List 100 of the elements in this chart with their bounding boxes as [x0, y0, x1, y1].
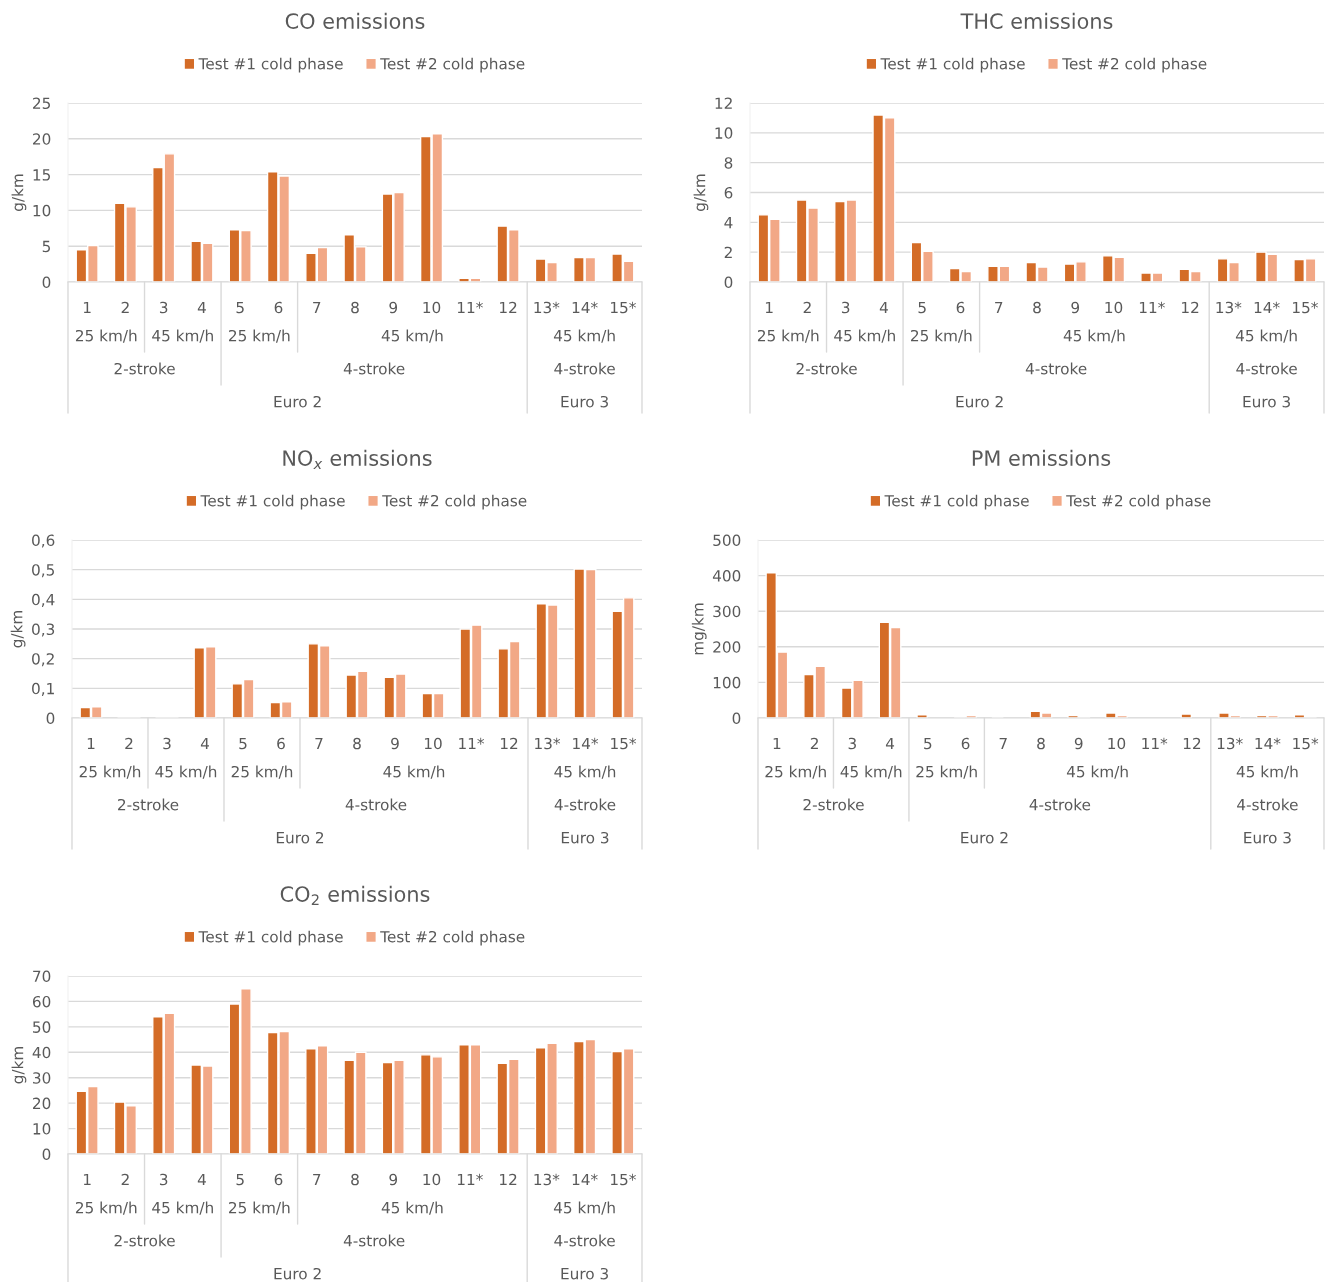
y-axis-title: g/km [693, 174, 709, 211]
x-tick-label: 6 [274, 1173, 283, 1186]
legend-label: Test #2 cold phase [1066, 494, 1211, 510]
text: 45 km/h [383, 765, 445, 779]
x-tick-label: 9 [389, 301, 398, 314]
text: Euro 2 [274, 395, 321, 408]
y-tick-label: 30 [33, 1072, 51, 1084]
text: 4-stroke [1029, 798, 1091, 811]
text: 25 km/h [79, 765, 141, 779]
text: 45 km/h [553, 1201, 615, 1215]
text: 45 km/h [381, 329, 443, 343]
y-tick-label: 0,5 [32, 564, 54, 578]
text: Euro 2 [956, 395, 1003, 408]
text: 4-stroke [1237, 798, 1298, 811]
x-tick-label: 2 [125, 737, 133, 750]
x-tick-label: 15* [1293, 737, 1319, 750]
chart-title: NO$_{x}$ emissions [283, 449, 432, 470]
x-tick-label: 2 [803, 301, 811, 314]
text: 45 km/h [554, 765, 616, 779]
text: Euro 2 [276, 831, 324, 844]
x-tick-label: 10 [424, 737, 442, 750]
x-tick-label: 3 [841, 301, 850, 314]
x-tick-label: 6 [961, 737, 970, 750]
x-tick-label: 4 [200, 737, 209, 750]
x-tick-label: 8 [351, 1173, 359, 1186]
text: 2-stroke [114, 362, 175, 375]
text: 4-stroke [1236, 362, 1297, 375]
text: 45 km/h [834, 329, 895, 343]
y-tick-label: 0,1 [32, 682, 54, 696]
x-tick-label: 6 [956, 301, 965, 314]
x-tick-label: 5 [236, 301, 244, 314]
text: 4-stroke [343, 362, 405, 375]
text: Euro 3 [561, 831, 609, 844]
x-tick-label: 11* [457, 1173, 483, 1186]
y-tick-label: 40 [32, 1046, 51, 1059]
x-tick-label: 13* [534, 301, 560, 314]
x-tick-label: 9 [389, 1173, 398, 1186]
x-tick-label: 7 [315, 737, 323, 750]
legend-label: Test #1 cold phase [200, 494, 345, 510]
text: 25 km/h [765, 765, 826, 779]
y-tick-label: 6 [724, 186, 733, 199]
text: 4-stroke [554, 1234, 615, 1247]
y-tick-label: 100 [713, 676, 741, 689]
x-tick-label: 9 [1074, 737, 1083, 750]
text: 25 km/h [229, 329, 290, 343]
text: Euro 2 [274, 1267, 321, 1280]
x-tick-label: 6 [277, 737, 285, 750]
y-axis-title: mg/km [691, 603, 707, 655]
x-tick-label: 5 [918, 301, 926, 314]
y-tick-label: 4 [724, 217, 733, 229]
x-tick-label: 5 [924, 737, 932, 750]
x-tick-label: 14* [1254, 301, 1280, 314]
y-tick-label: 0,2 [32, 653, 54, 667]
text: 4-stroke [554, 362, 615, 375]
text: Euro 3 [561, 1267, 608, 1280]
y-tick-label: 500 [713, 534, 741, 547]
text: 4-stroke [554, 798, 616, 811]
y-tick-label: 300 [713, 605, 741, 618]
y-tick-label: 0 [732, 712, 741, 725]
x-tick-label: 11* [459, 737, 485, 750]
y-tick-label: 0 [42, 276, 51, 289]
x-tick-label: 6 [274, 301, 283, 314]
x-tick-label: 4 [879, 301, 888, 314]
y-tick-label: 50 [33, 1021, 51, 1033]
y-tick-label: 8 [724, 157, 733, 169]
x-tick-label: 7 [995, 301, 1003, 314]
y-tick-label: 0 [46, 712, 55, 725]
legend-label: Test #1 cold phase [880, 57, 1025, 73]
text: 25 km/h [75, 1201, 137, 1215]
text: 2-stroke [803, 798, 864, 811]
x-tick-label: 1 [83, 1173, 91, 1186]
y-tick-label: 70 [33, 970, 51, 983]
y-tick-label: 60 [32, 995, 51, 1008]
x-tick-label: 14* [572, 301, 598, 314]
x-tick-label: 10 [423, 1173, 441, 1186]
x-tick-label: 7 [313, 1173, 321, 1186]
text: 45 km/h [1063, 329, 1125, 343]
x-tick-label: 13* [534, 1173, 560, 1186]
x-tick-label: 9 [1071, 301, 1080, 314]
chart-title: CO emissions [285, 12, 425, 29]
text: 45 km/h [381, 1201, 443, 1215]
legend-label: Test #2 cold phase [1062, 57, 1207, 73]
x-tick-label: 15* [1293, 301, 1318, 314]
x-tick-label: 13* [535, 737, 561, 750]
text: 45 km/h [1235, 329, 1297, 343]
text: 45 km/h [553, 329, 615, 343]
text: 4-stroke [1025, 362, 1087, 375]
x-tick-label: 12 [1183, 737, 1201, 750]
y-tick-label: 10 [33, 204, 51, 217]
x-tick-label: 10 [423, 301, 441, 314]
y-tick-label: 0 [724, 276, 733, 289]
legend-label: Test #2 cold phase [380, 57, 525, 73]
y-tick-label: 20 [33, 133, 51, 145]
x-tick-label: 9 [391, 737, 399, 750]
x-tick-label: 8 [351, 301, 359, 314]
x-tick-label: 15* [611, 301, 636, 314]
x-tick-label: 2 [121, 1173, 129, 1186]
legend-label: Test #2 cold phase [382, 494, 527, 510]
text: 2-stroke [118, 798, 179, 811]
text: Euro 2 [961, 831, 1008, 844]
